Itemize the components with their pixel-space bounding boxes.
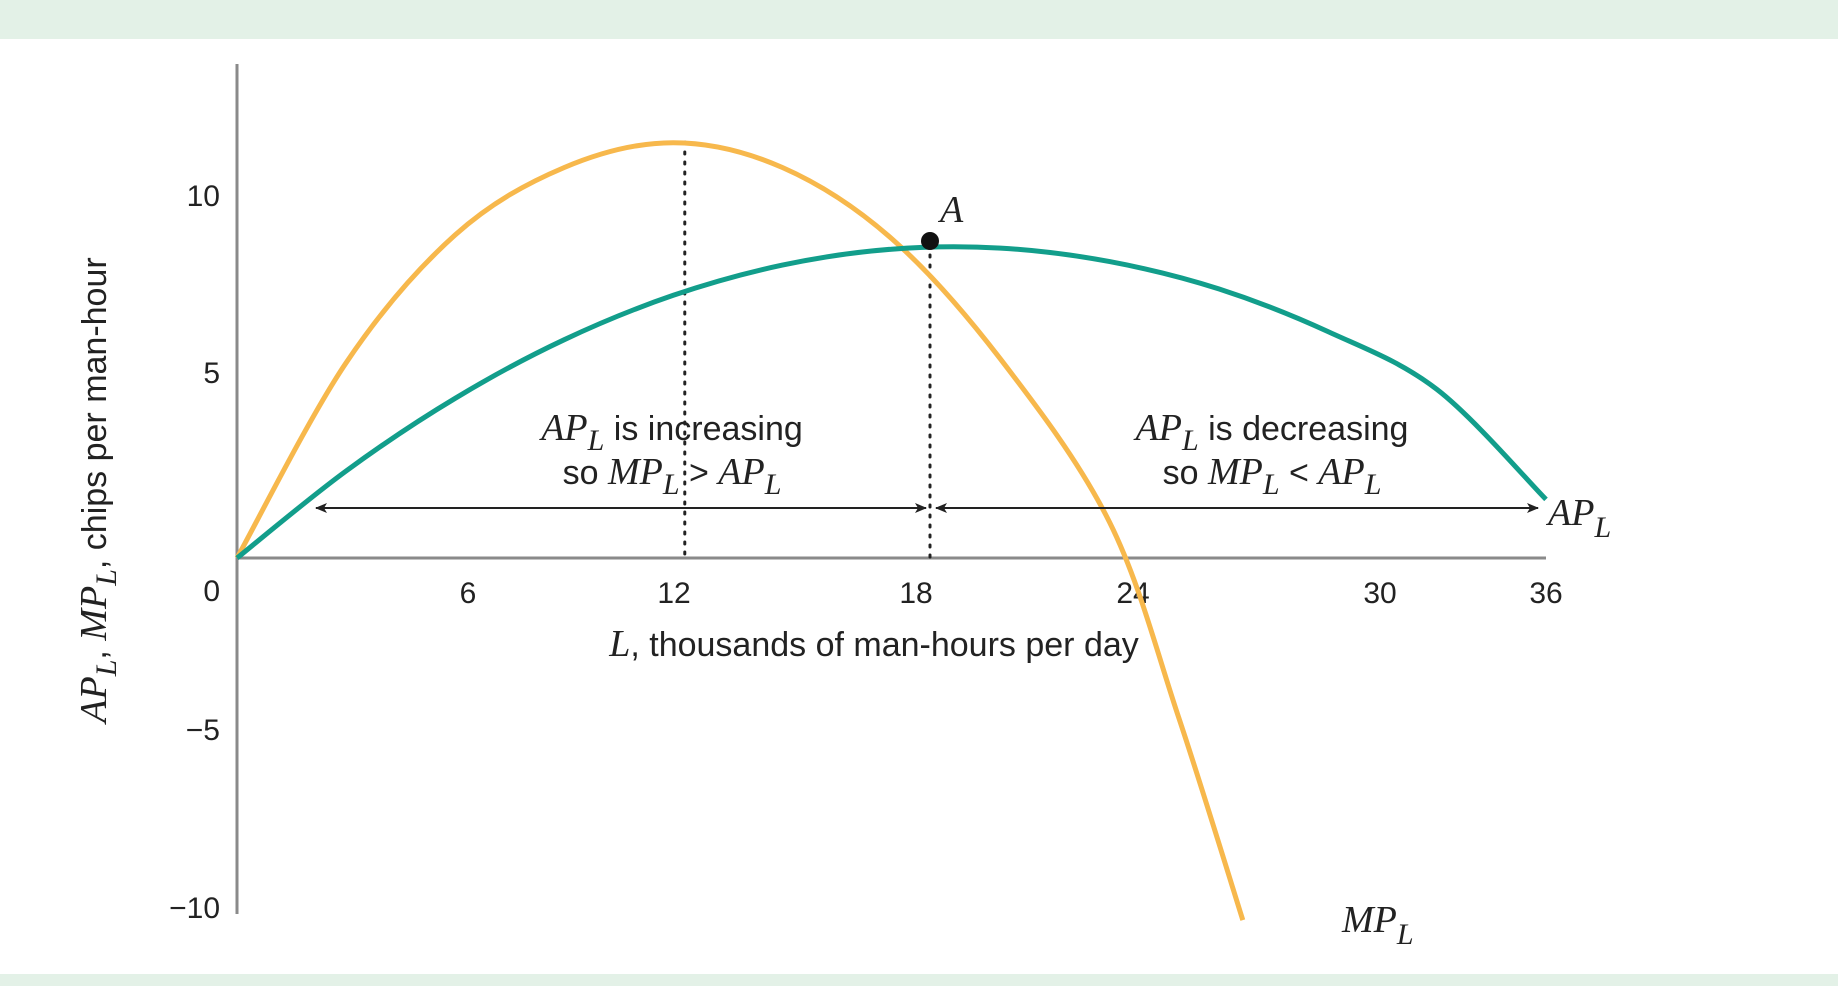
decreasing-note-line2: so MPL < APL [1163, 451, 1382, 501]
increasing-note-line1: APL is increasing [538, 407, 803, 457]
x-tick-label: 18 [899, 577, 932, 610]
y-tick-label: 5 [203, 357, 220, 390]
point-a-label: A [937, 189, 964, 231]
mp-series-label: MPL [1341, 899, 1414, 951]
mp-curve [234, 140, 1246, 921]
x-tick-label: 12 [657, 577, 690, 610]
y-tick-label: −5 [186, 714, 220, 747]
y-tick-label: −10 [169, 892, 220, 925]
x-axis-label: L, thousands of man-hours per day [608, 623, 1139, 665]
x-tick-labels: 6 12 18 24 30 36 [460, 577, 1563, 610]
y-tick-label: 0 [203, 575, 220, 608]
y-axis-label: APL, MPL, chips per man-hour [73, 257, 123, 725]
x-tick-label: 36 [1529, 577, 1562, 610]
point-a-marker [921, 232, 939, 250]
decreasing-note-line1: APL is decreasing [1133, 407, 1409, 457]
x-tick-label: 6 [460, 577, 477, 610]
increasing-note-line2: so MPL > APL [563, 451, 782, 501]
y-tick-label: 10 [187, 180, 220, 213]
ap-curve [235, 244, 1548, 560]
y-tick-labels: 10 5 0 −5 −10 [169, 180, 220, 925]
x-tick-label: 30 [1363, 577, 1396, 610]
bottom-band [0, 974, 1838, 986]
ap-series-label: APL [1545, 492, 1611, 544]
top-band [0, 0, 1838, 39]
